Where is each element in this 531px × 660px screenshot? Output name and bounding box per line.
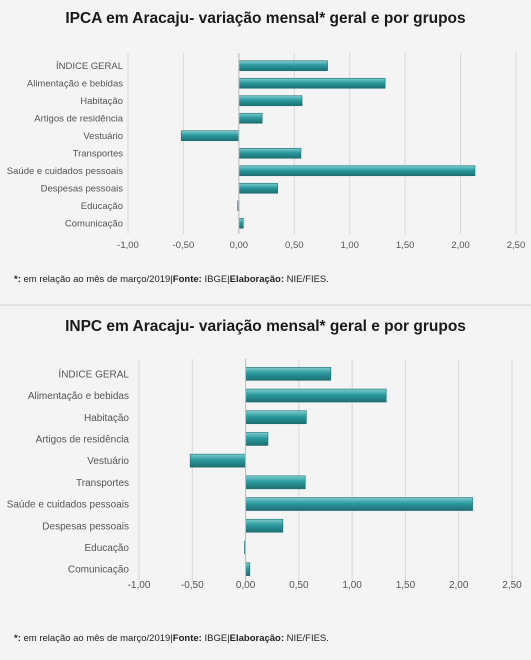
x-tick-label: 1,00 — [340, 240, 359, 251]
x-tick-label: 1,00 — [342, 580, 362, 591]
category-label: Vestuário — [83, 131, 123, 142]
category-label: Saúde e cuidados pessoais — [7, 166, 123, 177]
category-label: Educação — [81, 201, 123, 212]
ipca-chart-panel: IPCA em Aracaju- variação mensal* geral … — [0, 0, 531, 304]
bar — [238, 112, 263, 124]
footnote-elaboracao-label: Elaboração: — [229, 274, 285, 285]
bar — [238, 77, 386, 89]
footnote-text: em relação ao mês de março/2019| — [20, 274, 173, 285]
bar — [238, 147, 302, 159]
inpc-bar-chart: -1,00 -0,50 0,00 0,50 1,00 1,50 2,00 2,50 ÍNDICE… — [7, 359, 522, 591]
category-label: Saúde e cuidados pessoais — [7, 500, 129, 511]
chart-title: IPCA em Aracaju- variação mensal* geral … — [65, 10, 466, 27]
chart-title: INPC em Aracaju- variação mensal* geral … — [65, 318, 466, 335]
category-label: Artigos de residência — [34, 114, 123, 125]
bar — [180, 130, 240, 142]
x-tick-label: 2,50 — [502, 580, 522, 591]
bar — [245, 410, 307, 425]
bar — [245, 518, 284, 533]
category-label: Educação — [85, 543, 130, 554]
bar — [238, 95, 303, 107]
bar — [245, 388, 387, 403]
category-label: Despesas pessoais — [41, 184, 124, 195]
chart-footnote: *: em relação ao mês de março/2019|Fonte… — [14, 633, 329, 644]
footnote-fonte-label: Fonte: — [172, 274, 202, 285]
footnote-fonte-label: Fonte: — [172, 633, 202, 644]
x-tick-label: -0,50 — [173, 240, 195, 251]
category-label: Comunicação — [68, 565, 130, 576]
footnote-text: em relação ao mês de março/2019| — [20, 633, 173, 644]
x-tick-label: 2,00 — [451, 240, 470, 251]
footnote-star: *: — [14, 274, 21, 285]
x-tick-label: 1,50 — [396, 240, 415, 251]
x-tick-label: 0,00 — [230, 240, 249, 251]
footnote-fonte-text: IBGE| — [201, 274, 230, 285]
category-label: Comunicação — [65, 219, 123, 230]
category-label: Vestuário — [87, 456, 129, 467]
footnote-elaboracao-text: NIE/FIES. — [284, 633, 329, 644]
panel-divider — [0, 304, 531, 306]
category-label: Habitação — [84, 413, 129, 424]
bar — [245, 432, 269, 446]
category-label: Alimentação e bebidas — [28, 391, 129, 402]
inpc-chart-panel: INPC em Aracaju- variação mensal* geral … — [0, 306, 531, 660]
x-tick-label: 0,50 — [289, 580, 309, 591]
x-tick-label: 2,00 — [449, 580, 469, 591]
category-label: Transportes — [76, 478, 129, 489]
category-label: Artigos de residência — [36, 434, 130, 445]
bar — [245, 475, 306, 490]
bar — [238, 182, 278, 194]
bar — [245, 497, 473, 511]
bar — [238, 165, 476, 177]
x-tick-label: 1,50 — [396, 580, 416, 591]
chart-footnote: *: em relação ao mês de março/2019|Fonte… — [14, 274, 329, 285]
bar — [238, 217, 244, 229]
x-tick-label: -1,00 — [117, 240, 139, 251]
x-tick-label: -0,50 — [181, 580, 204, 591]
x-tick-label: -1,00 — [128, 580, 151, 591]
footnote-star: *: — [14, 633, 21, 644]
bar — [189, 453, 246, 468]
x-tick-label: 0,50 — [285, 240, 304, 251]
category-label: Despesas pessoais — [42, 521, 129, 532]
bar — [238, 60, 328, 72]
footnote-elaboracao-label: Elaboração: — [229, 633, 285, 644]
category-label: Habitação — [80, 96, 123, 107]
bar — [245, 367, 332, 381]
footnote-fonte-text: IBGE| — [201, 633, 230, 644]
category-label: Alimentação e bebidas — [27, 79, 123, 90]
category-label: ÍNDICE GERAL — [56, 61, 123, 72]
ipca-bar-chart: -1,00 -0,50 0,00 0,50 1,00 1,50 2,00 2,50 ÍNDICE… — [7, 53, 526, 251]
category-label: Transportes — [73, 149, 124, 160]
bar — [245, 562, 251, 576]
x-tick-label: 2,50 — [507, 240, 526, 251]
category-label: ÍNDICE GERAL — [58, 367, 129, 380]
footnote-elaboracao-text: NIE/FIES. — [284, 274, 329, 285]
x-tick-label: 0,00 — [236, 580, 256, 591]
